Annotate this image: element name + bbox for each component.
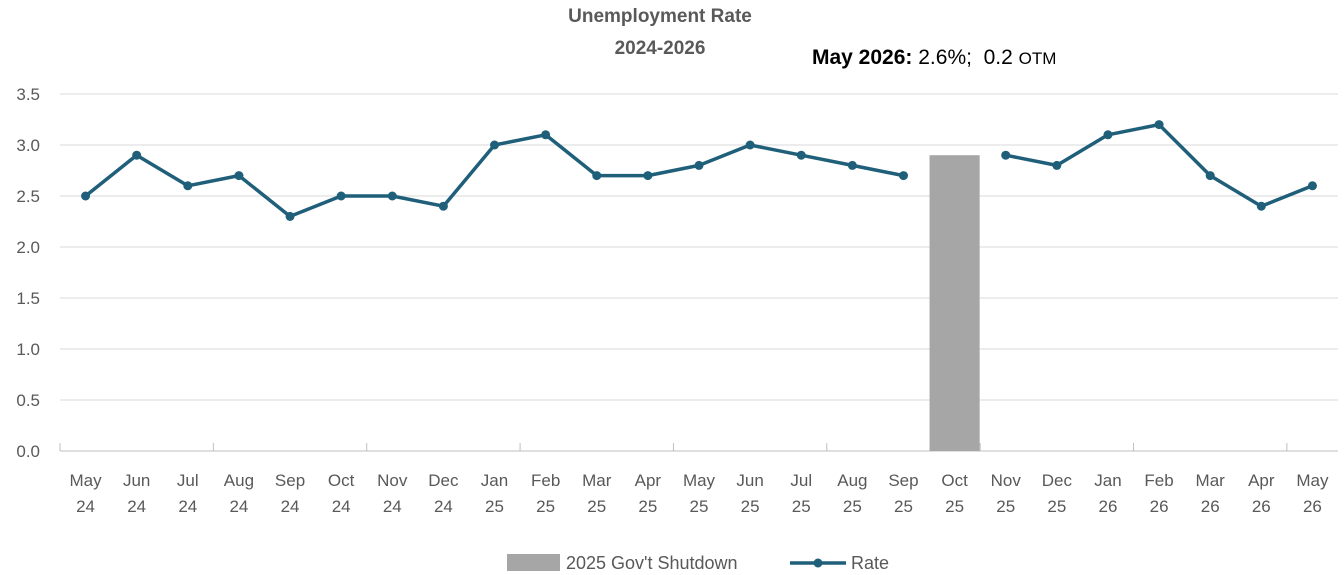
- rate-point: [592, 171, 602, 181]
- x-tick-label-year: 24: [229, 497, 248, 516]
- x-tick-label-year: 25: [587, 497, 606, 516]
- legend-marker-rate: [813, 558, 823, 568]
- x-tick-label-year: 25: [792, 497, 811, 516]
- note-label: May 2026:: [812, 46, 913, 69]
- y-tick-label: 0.5: [16, 391, 40, 410]
- x-tick-label-year: 24: [383, 497, 402, 516]
- rate-point: [387, 191, 397, 201]
- x-tick-label-month: Dec: [428, 471, 459, 490]
- x-tick-label-year: 25: [894, 497, 913, 516]
- x-tick-label-month: Sep: [888, 471, 918, 490]
- x-tick-label-year: 25: [536, 497, 555, 516]
- x-tick-label-month: Aug: [224, 471, 254, 490]
- x-tick-label-year: 25: [638, 497, 657, 516]
- x-tick-label-year: 25: [741, 497, 760, 516]
- x-tick-label-month: Apr: [635, 471, 662, 490]
- x-tick-label-year: 24: [281, 497, 300, 516]
- rate-point: [132, 150, 142, 160]
- x-tick-label-month: Jan: [481, 471, 508, 490]
- x-tick-label-year: 24: [332, 497, 351, 516]
- rate-point: [438, 201, 448, 211]
- x-tick-label-year: 25: [996, 497, 1015, 516]
- x-tick-label-month: Oct: [328, 471, 355, 490]
- rate-point: [490, 140, 500, 150]
- y-tick-label: 2.0: [16, 238, 40, 257]
- x-tick-label-year: 25: [485, 497, 504, 516]
- x-tick-label-month: Jan: [1094, 471, 1121, 490]
- rate-point: [285, 211, 295, 221]
- note-change-unit: OTM: [1018, 49, 1057, 68]
- x-tick-label-month: Nov: [991, 471, 1022, 490]
- x-tick-label-month: Dec: [1042, 471, 1073, 490]
- y-tick-label: 2.5: [16, 187, 40, 206]
- chart-title-line1: Unemployment Rate: [568, 6, 752, 27]
- rate-point: [1154, 120, 1164, 130]
- x-tick-label-year: 24: [434, 497, 453, 516]
- x-tick-label-month: Jul: [177, 471, 199, 490]
- rate-point: [1205, 171, 1215, 181]
- rate-point: [1001, 150, 1011, 160]
- x-tick-label-month: May: [1296, 471, 1329, 490]
- x-tick-label-month: Sep: [275, 471, 305, 490]
- x-tick-label-month: May: [683, 471, 716, 490]
- x-tick-label-year: 24: [76, 497, 95, 516]
- rate-point: [745, 140, 755, 150]
- y-tick-label: 0.0: [16, 442, 40, 461]
- rate-point: [81, 191, 91, 201]
- x-tick-label-year: 25: [945, 497, 964, 516]
- x-tick-label-month: Feb: [531, 471, 560, 490]
- legend-swatch-shutdown: [507, 554, 560, 571]
- latest-value-note: May 2026: 2.6%; 0.2 OTM: [812, 46, 1056, 70]
- x-tick-label-month: Feb: [1144, 471, 1173, 490]
- rate-point: [643, 171, 653, 181]
- x-tick-label-year: 25: [690, 497, 709, 516]
- x-tick-label-year: 26: [1252, 497, 1271, 516]
- x-tick-label-month: May: [69, 471, 102, 490]
- rate-point: [694, 160, 704, 170]
- x-tick-label-year: 26: [1098, 497, 1117, 516]
- x-tick-label-year: 24: [178, 497, 197, 516]
- note-value: 2.6%;: [918, 46, 972, 69]
- x-tick-label-month: Aug: [837, 471, 867, 490]
- y-tick-label: 3.5: [16, 85, 40, 104]
- rate-point: [541, 130, 551, 140]
- x-tick-label-year: 26: [1201, 497, 1220, 516]
- note-change: 0.2: [983, 46, 1013, 69]
- rate-point: [183, 181, 193, 191]
- x-tick-label-month: Jul: [790, 471, 812, 490]
- chart-title-line2: 2024-2026: [614, 38, 706, 59]
- x-tick-label-month: Oct: [941, 471, 968, 490]
- rate-point: [336, 191, 346, 201]
- x-tick-label-month: Jun: [123, 471, 150, 490]
- rate-line-segment: [1005, 122, 1314, 208]
- rate-point: [847, 160, 857, 170]
- legend-label-rate: Rate: [851, 553, 889, 573]
- x-tick-label-year: 26: [1150, 497, 1169, 516]
- rate-point: [1307, 181, 1317, 191]
- x-tick-label-month: Apr: [1248, 471, 1275, 490]
- rate-point: [234, 171, 244, 181]
- y-tick-label: 1.5: [16, 289, 40, 308]
- x-tick-label-year: 24: [127, 497, 146, 516]
- rate-point: [898, 171, 908, 181]
- shutdown-bar: [929, 155, 980, 451]
- legend-label-shutdown: 2025 Gov't Shutdown: [566, 553, 738, 573]
- x-tick-label-month: Mar: [1196, 471, 1226, 490]
- y-tick-label: 1.0: [16, 340, 40, 359]
- rate-point: [1052, 160, 1062, 170]
- x-tick-label-month: Jun: [736, 471, 763, 490]
- x-tick-label-month: Nov: [377, 471, 408, 490]
- x-tick-label-year: 25: [1047, 497, 1066, 516]
- x-tick-label-year: 25: [843, 497, 862, 516]
- y-tick-label: 3.0: [16, 136, 40, 155]
- x-tick-label-month: Mar: [582, 471, 612, 490]
- rate-point: [1256, 201, 1266, 211]
- x-tick-label-year: 26: [1303, 497, 1322, 516]
- rate-point: [1103, 130, 1113, 140]
- rate-point: [796, 150, 806, 160]
